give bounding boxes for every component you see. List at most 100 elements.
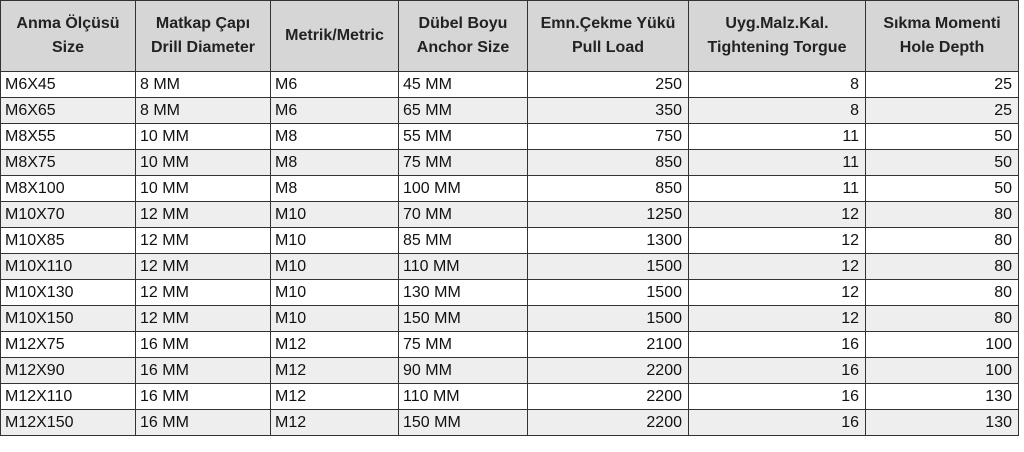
table-cell: 130 bbox=[865, 409, 1019, 436]
table-row: M12X150 16 MM M12 150 MM 2200 16 130 bbox=[0, 409, 1019, 436]
table-cell: 16 bbox=[688, 409, 866, 436]
table-row: M12X110 16 MM M12 110 MM 2200 16 130 bbox=[0, 383, 1019, 410]
column-header: Emn.Çekme Yükü Pull Load bbox=[527, 0, 689, 72]
table-row: M10X150 12 MM M10 150 MM 1500 12 80 bbox=[0, 305, 1019, 332]
table-cell: M6 bbox=[270, 71, 399, 98]
table-cell: 130 bbox=[865, 383, 1019, 410]
table-cell: 11 bbox=[688, 123, 866, 150]
table-row: M8X55 10 MM M8 55 MM 750 11 50 bbox=[0, 123, 1019, 150]
table-cell: 25 bbox=[865, 97, 1019, 124]
table-cell: 250 bbox=[527, 71, 689, 98]
table-cell: 2200 bbox=[527, 409, 689, 436]
table-cell: M10X70 bbox=[0, 201, 136, 228]
column-header-line: Pull Load bbox=[572, 39, 644, 56]
table-cell: 80 bbox=[865, 227, 1019, 254]
table-cell: 850 bbox=[527, 175, 689, 202]
table-cell: 75 MM bbox=[398, 149, 528, 176]
table-cell: 50 bbox=[865, 123, 1019, 150]
table-cell: M10X85 bbox=[0, 227, 136, 254]
table-row: M6X65 8 MM M6 65 MM 350 8 25 bbox=[0, 97, 1019, 124]
table-cell: 100 MM bbox=[398, 175, 528, 202]
table-cell: 110 MM bbox=[398, 253, 528, 280]
table-cell: 1300 bbox=[527, 227, 689, 254]
table-cell: 80 bbox=[865, 201, 1019, 228]
column-header: Matkap Çapı Drill Diameter bbox=[135, 0, 271, 72]
column-header-line: Sıkma Momenti bbox=[883, 15, 1001, 32]
table-cell: 2100 bbox=[527, 331, 689, 358]
table-row: M8X100 10 MM M8 100 MM 850 11 50 bbox=[0, 175, 1019, 202]
table-cell: M8X55 bbox=[0, 123, 136, 150]
table-cell: M10 bbox=[270, 305, 399, 332]
column-header: Anma Ölçüsü Size bbox=[0, 0, 136, 72]
table-cell: 8 bbox=[688, 97, 866, 124]
table-cell: M12 bbox=[270, 383, 399, 410]
table-cell: 12 bbox=[688, 279, 866, 306]
table-cell: 50 bbox=[865, 149, 1019, 176]
table-cell: M10X110 bbox=[0, 253, 136, 280]
table-cell: 12 MM bbox=[135, 279, 271, 306]
table-cell: 12 MM bbox=[135, 305, 271, 332]
column-header-line: Uyg.Malz.Kal. bbox=[725, 15, 829, 32]
column-header-line: Anchor Size bbox=[416, 39, 510, 56]
table-cell: 10 MM bbox=[135, 149, 271, 176]
table-cell: 12 bbox=[688, 227, 866, 254]
table-cell: 8 MM bbox=[135, 71, 271, 98]
column-header-line: Anma Ölçüsü bbox=[16, 15, 120, 32]
table-cell: M6 bbox=[270, 97, 399, 124]
column-header-line: Metrik/Metric bbox=[285, 27, 384, 44]
table-cell: M10X150 bbox=[0, 305, 136, 332]
table-cell: 16 bbox=[688, 331, 866, 358]
table-cell: 85 MM bbox=[398, 227, 528, 254]
table-cell: 750 bbox=[527, 123, 689, 150]
table-cell: M6X65 bbox=[0, 97, 136, 124]
column-header-line: Emn.Çekme Yükü bbox=[540, 15, 676, 32]
table-cell: 2200 bbox=[527, 383, 689, 410]
table-cell: 25 bbox=[865, 71, 1019, 98]
table-cell: 16 bbox=[688, 383, 866, 410]
table-row: M6X45 8 MM M6 45 MM 250 8 25 bbox=[0, 71, 1019, 98]
table-cell: 150 MM bbox=[398, 409, 528, 436]
table-cell: M8 bbox=[270, 123, 399, 150]
table-cell: 65 MM bbox=[398, 97, 528, 124]
table-cell: M10 bbox=[270, 279, 399, 306]
table-cell: 12 bbox=[688, 201, 866, 228]
table-cell: M8X100 bbox=[0, 175, 136, 202]
column-header-line: Tightening Torgue bbox=[707, 39, 847, 56]
table-cell: 1250 bbox=[527, 201, 689, 228]
table-cell: 80 bbox=[865, 279, 1019, 306]
column-header-line: Dübel Boyu bbox=[418, 15, 508, 32]
table-cell: 100 bbox=[865, 357, 1019, 384]
table-cell: 16 MM bbox=[135, 331, 271, 358]
table-cell: M6X45 bbox=[0, 71, 136, 98]
column-header: Sıkma Momenti Hole Depth bbox=[865, 0, 1019, 72]
table-cell: 850 bbox=[527, 149, 689, 176]
table-cell: 1500 bbox=[527, 305, 689, 332]
table-row: M10X70 12 MM M10 70 MM 1250 12 80 bbox=[0, 201, 1019, 228]
table-cell: 130 MM bbox=[398, 279, 528, 306]
table-cell: 45 MM bbox=[398, 71, 528, 98]
table-cell: 350 bbox=[527, 97, 689, 124]
table-cell: 110 MM bbox=[398, 383, 528, 410]
table-cell: M10 bbox=[270, 201, 399, 228]
table-cell: 2200 bbox=[527, 357, 689, 384]
column-header: Uyg.Malz.Kal. Tightening Torgue bbox=[688, 0, 866, 72]
table-cell: 16 MM bbox=[135, 409, 271, 436]
table-cell: M12 bbox=[270, 357, 399, 384]
table-cell: M12X75 bbox=[0, 331, 136, 358]
table-cell: 16 MM bbox=[135, 383, 271, 410]
anchor-spec-table: Anma Ölçüsü Size Matkap Çapı Drill Diameter… bbox=[0, 0, 1019, 436]
table-cell: M12X90 bbox=[0, 357, 136, 384]
column-header-line: Matkap Çapı bbox=[155, 15, 251, 32]
table-cell: 12 MM bbox=[135, 201, 271, 228]
table-cell: M8 bbox=[270, 175, 399, 202]
table-cell: 12 bbox=[688, 253, 866, 280]
table-cell: 16 MM bbox=[135, 357, 271, 384]
table-cell: 50 bbox=[865, 175, 1019, 202]
table-cell: 1500 bbox=[527, 253, 689, 280]
column-header-line: Drill Diameter bbox=[150, 39, 256, 56]
table-row: M12X90 16 MM M12 90 MM 2200 16 100 bbox=[0, 357, 1019, 384]
table-cell: 12 MM bbox=[135, 253, 271, 280]
table-row: M10X130 12 MM M10 130 MM 1500 12 80 bbox=[0, 279, 1019, 306]
table-cell: 10 MM bbox=[135, 175, 271, 202]
table-cell: 12 bbox=[688, 305, 866, 332]
